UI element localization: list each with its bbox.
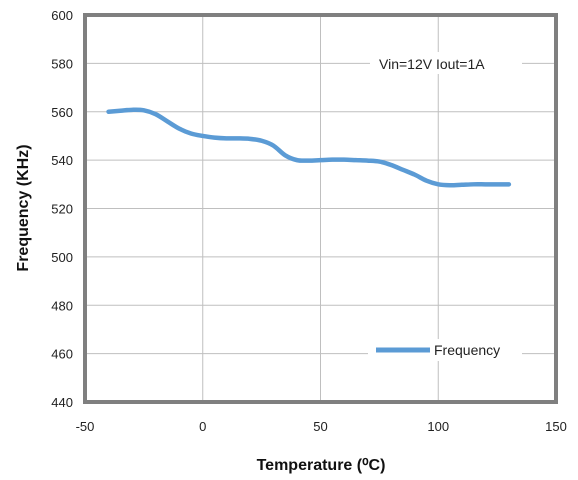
annotation-label: Vin=12V Iout=1A	[379, 56, 485, 72]
y-tick-label: 480	[51, 298, 73, 313]
series-line-frequency	[106, 107, 512, 188]
x-tick-label: 150	[545, 419, 567, 434]
y-tick-label: 560	[51, 105, 73, 120]
y-tick-label: 540	[51, 153, 73, 168]
legend: Frequency	[368, 339, 522, 361]
y-tick-labels: 440 460 480 500 520 540 560 580 600	[51, 8, 73, 410]
legend-background	[368, 339, 522, 361]
y-tick-label: 600	[51, 8, 73, 23]
x-axis-title: Temperature (⁰C)	[257, 457, 386, 474]
legend-label-frequency: Frequency	[434, 342, 500, 358]
y-tick-label: 440	[51, 395, 73, 410]
y-tick-label: 520	[51, 202, 73, 217]
y-axis-title: Frequency (KHz)	[15, 144, 32, 271]
annotation-background	[370, 52, 522, 74]
series-lines	[106, 107, 512, 188]
x-tick-label: 100	[427, 419, 449, 434]
plot-frame	[83, 13, 558, 404]
y-tick-label: 580	[51, 56, 73, 71]
x-tick-label: -50	[76, 419, 95, 434]
y-tick-label: 500	[51, 250, 73, 265]
x-tick-label: 0	[199, 419, 206, 434]
x-tick-label: 50	[313, 419, 327, 434]
y-tick-label: 460	[51, 347, 73, 362]
x-tick-labels: -50 0 50 100 150	[76, 419, 567, 434]
